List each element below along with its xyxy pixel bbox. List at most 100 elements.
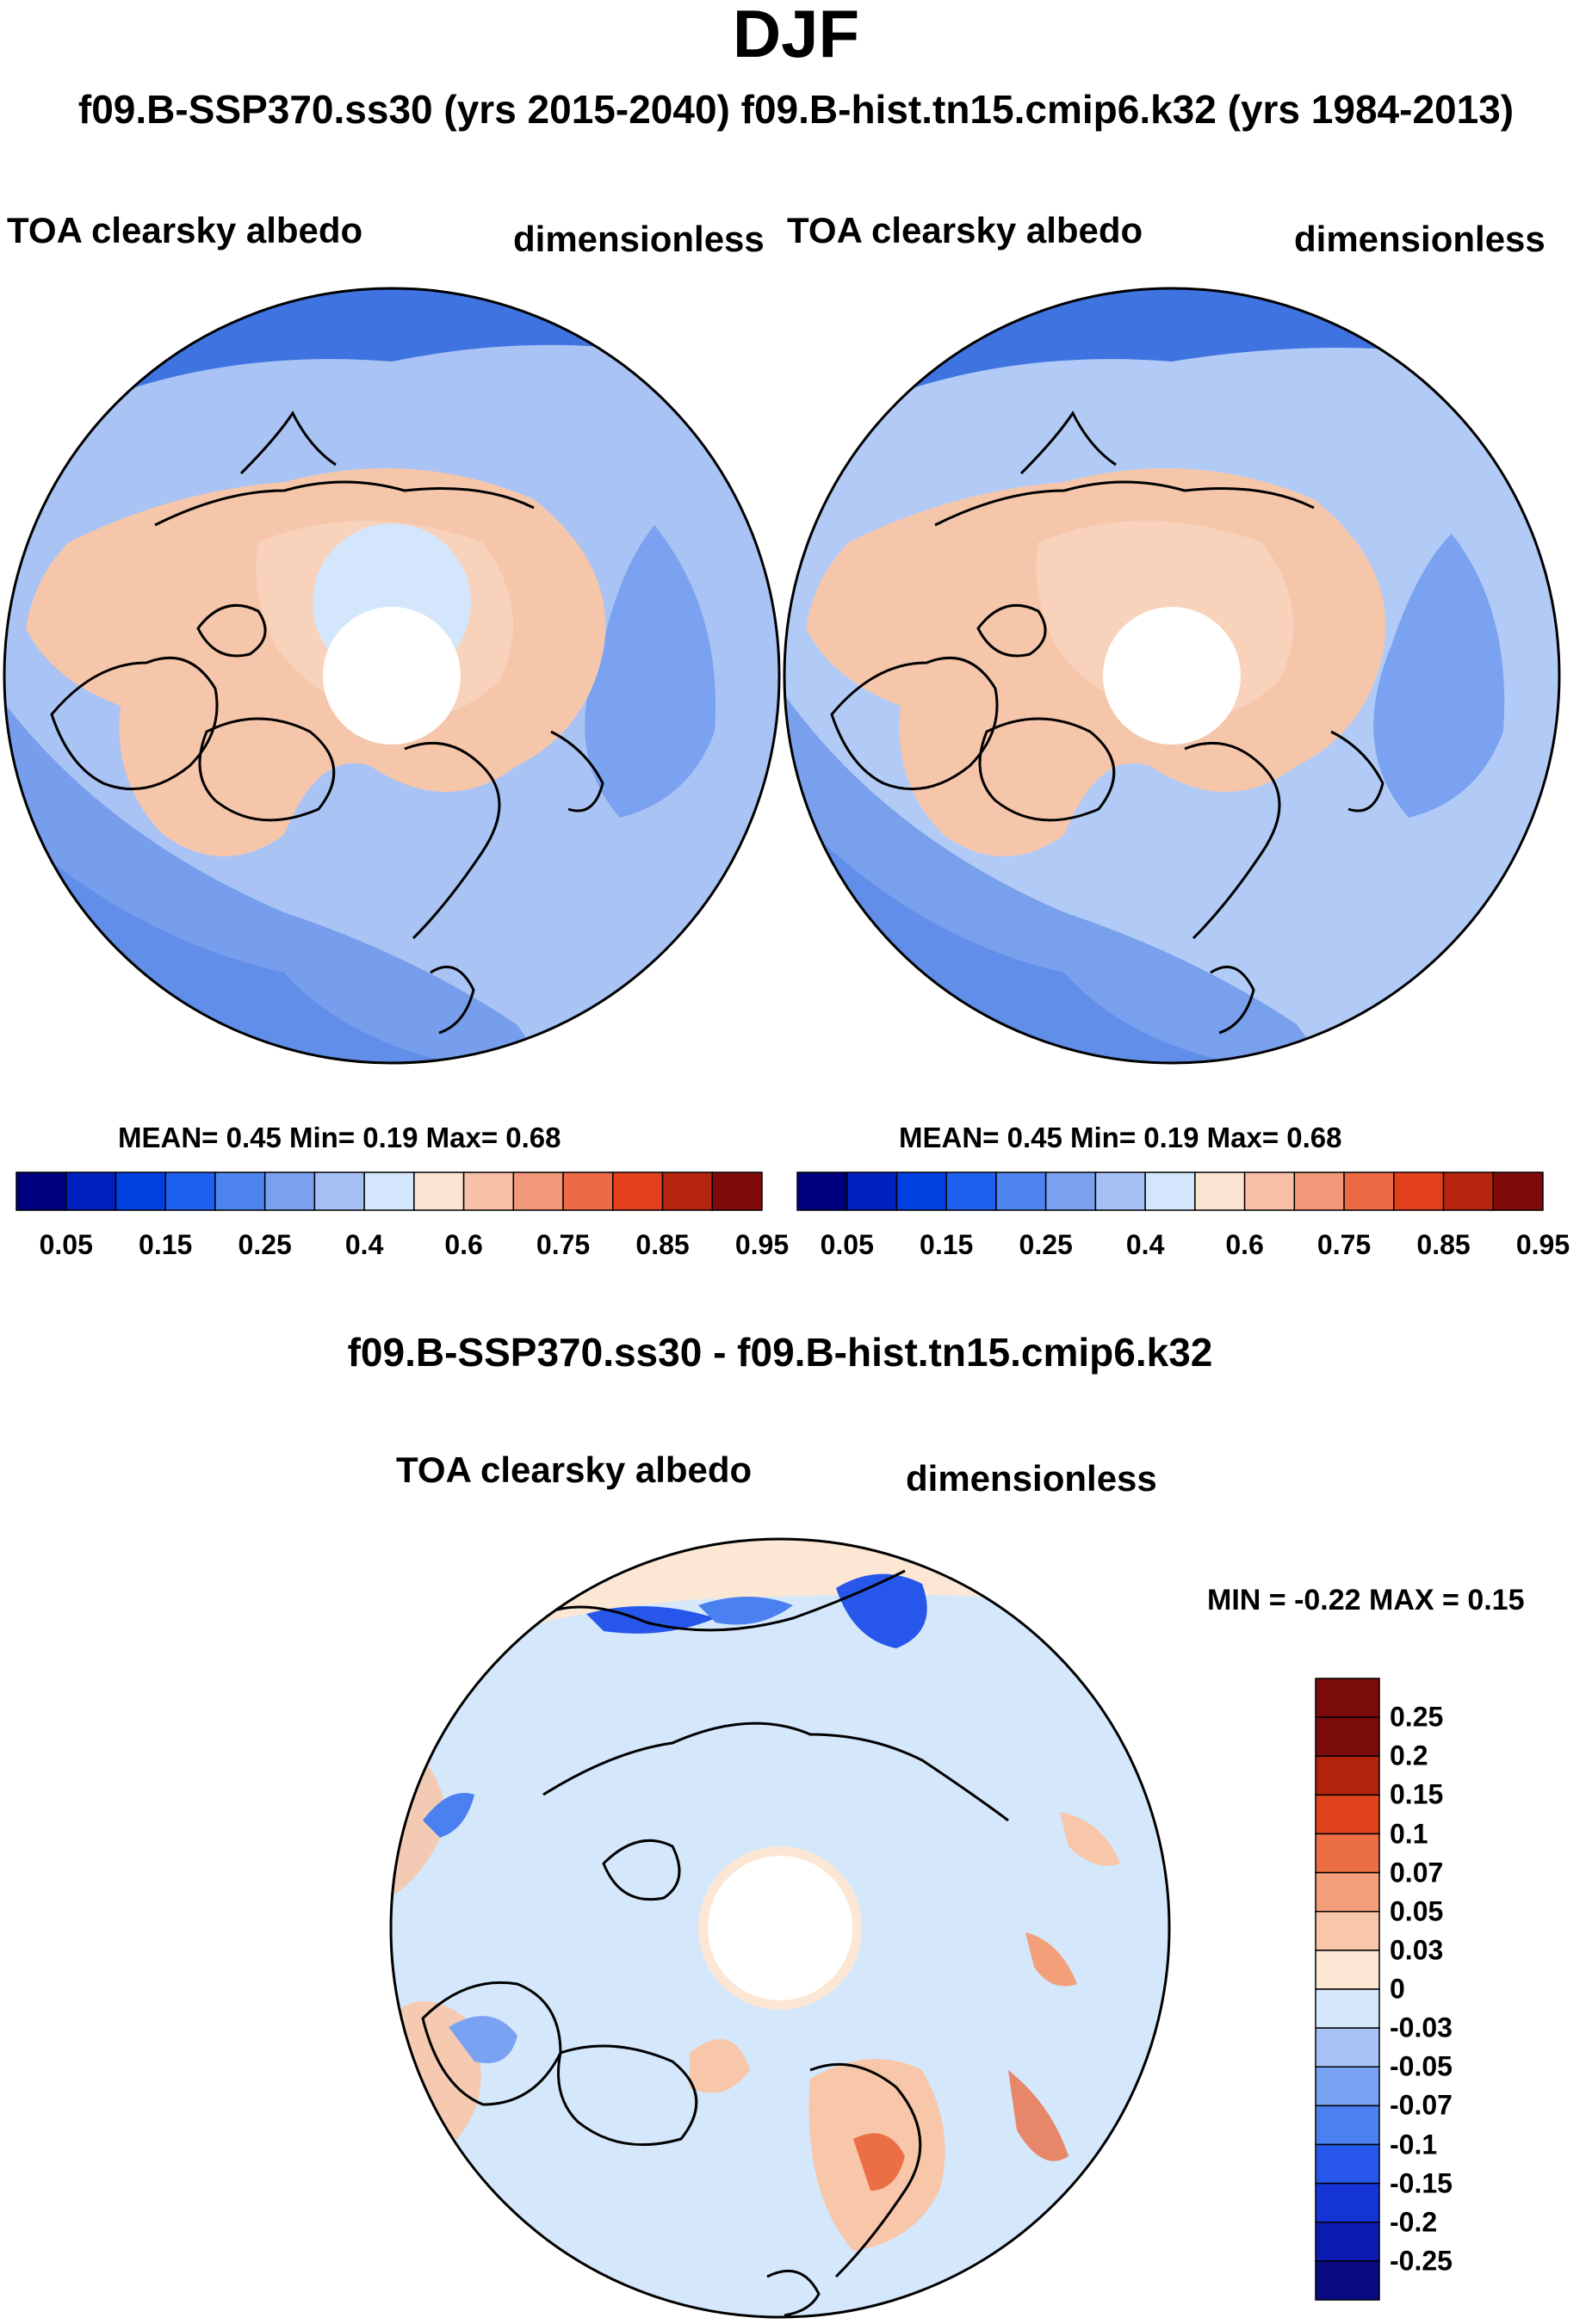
colorbar-tick-label: 0.95 — [734, 1229, 790, 1260]
colorbar-swatch — [1044, 1171, 1097, 1211]
colorbar-tick-label: 0.75 — [536, 1229, 591, 1260]
colorbar-swatch — [562, 1171, 614, 1211]
diff-greenland-negative — [449, 2016, 517, 2063]
diff-colorbar-swatch — [1315, 1833, 1380, 1874]
colorbar-tick-label: 0.25 — [238, 1229, 292, 1260]
colorbar-swatch — [214, 1171, 266, 1211]
panel2-units-label: dimensionless — [1294, 219, 1546, 259]
colorbar-tick-label: 0.95 — [1515, 1229, 1570, 1260]
diff-colorbar-tick-label: 0.07 — [1390, 1857, 1444, 1888]
colorbar-swatch — [15, 1171, 67, 1211]
colorbar-tick-label: 0.85 — [635, 1229, 690, 1260]
panel1-siberia-low — [585, 525, 716, 818]
panel1-coastlines — [50, 411, 604, 1035]
diff-colorbar-tick-label: 0.03 — [1390, 1934, 1444, 1966]
colorbar-tick-label: 0.75 — [1316, 1229, 1372, 1260]
diff-colorbar-swatch — [1315, 2260, 1380, 2301]
diff-colorbar-swatch — [1315, 2222, 1380, 2262]
panel2-colorbar — [796, 1171, 1544, 1211]
diff-colorbar-tick-label: 0.25 — [1390, 1701, 1444, 1733]
diff-colorbar-tick-label: -0.15 — [1390, 2167, 1453, 2199]
diff-map — [389, 1537, 1171, 2319]
colorbar-tick-label: 0.6 — [444, 1229, 483, 1260]
panel2-pole-hole — [1103, 607, 1241, 745]
diff-colorbar-swatch — [1315, 2066, 1380, 2107]
diff-pole-hole — [708, 1856, 852, 2000]
diff-colorbar-tick-label: -0.05 — [1390, 2050, 1453, 2082]
diff-colorbar-swatch — [1315, 2143, 1380, 2185]
colorbar-tick-label: 0.05 — [39, 1229, 93, 1260]
panel1-pole-hole — [323, 607, 461, 745]
colorbar-tick-label: 0.4 — [344, 1229, 384, 1260]
diff-colorbar-tick-label: 0.05 — [1390, 1895, 1444, 1927]
panel2-map-border — [783, 287, 1561, 1065]
panel1-stats: MEAN= 0.45 Min= 0.19 Max= 0.68 — [118, 1122, 561, 1153]
colorbar-swatch — [115, 1171, 166, 1211]
colorbar-swatch — [945, 1171, 997, 1211]
diff-colorbar — [1315, 1678, 1380, 2301]
colorbar-swatch — [846, 1171, 898, 1211]
colorbar-swatch — [1243, 1171, 1296, 1211]
panel1-colorbar — [15, 1171, 763, 1211]
diff-colorbar-swatch — [1315, 2182, 1380, 2223]
colorbar-swatch — [1343, 1171, 1395, 1211]
colorbar-swatch — [995, 1171, 1047, 1211]
colorbar-tick-label: 0.05 — [820, 1229, 874, 1260]
diff-colorbar-tick-label: 0.1 — [1390, 1818, 1428, 1849]
colorbar-tick-label: 0.15 — [920, 1229, 974, 1260]
figure-subtitle: f09.B-SSP370.ss30 (yrs 2015-2040) f09.B-… — [77, 87, 1515, 132]
colorbar-swatch — [1393, 1171, 1445, 1211]
diff-map-border — [389, 1537, 1171, 2319]
panel1-map — [3, 287, 781, 1065]
colorbar-swatch — [661, 1171, 714, 1211]
diff-colorbar-swatch — [1315, 1950, 1380, 1990]
colorbar-swatch — [313, 1171, 365, 1211]
colorbar-swatch — [462, 1171, 515, 1211]
colorbar-swatch — [796, 1171, 848, 1211]
diff-colorbar-swatch — [1315, 2105, 1380, 2146]
panel2-siberia-low — [1373, 534, 1505, 818]
colorbar-swatch — [263, 1171, 316, 1211]
panel2-coastlines — [830, 411, 1384, 1035]
colorbar-swatch — [164, 1171, 216, 1211]
colorbar-swatch — [363, 1171, 415, 1211]
colorbar-swatch — [1492, 1171, 1544, 1211]
colorbar-swatch — [711, 1171, 763, 1211]
colorbar-swatch — [1293, 1171, 1345, 1211]
panel2-variable-label: TOA clearsky albedo — [787, 210, 1143, 250]
colorbar-tick-label: 0.6 — [1225, 1229, 1264, 1260]
diff-colorbar-swatch — [1315, 1755, 1380, 1796]
colorbar-swatch — [1442, 1171, 1495, 1211]
colorbar-tick-label: 0.4 — [1125, 1229, 1165, 1260]
diff-colorbar-swatch — [1315, 1678, 1380, 1718]
panel1-map-border — [3, 287, 781, 1065]
diff-colorbar-swatch — [1315, 1911, 1380, 1951]
diff-colorbar-tick-label: 0.2 — [1390, 1740, 1428, 1771]
colorbar-swatch — [413, 1171, 465, 1211]
diff-minmax: MIN = -0.22 MAX = 0.15 — [1207, 1584, 1525, 1616]
panel2-stats: MEAN= 0.45 Min= 0.19 Max= 0.68 — [899, 1122, 1342, 1153]
panel1-units-label: dimensionless — [513, 219, 765, 259]
diff-colorbar-tick-label: -0.1 — [1390, 2129, 1438, 2160]
figure-title: DJF — [732, 0, 860, 71]
panel2-map — [783, 287, 1561, 1065]
diff-colorbar-tick-label: -0.25 — [1390, 2245, 1453, 2277]
diff-colorbar-swatch — [1315, 2027, 1380, 2067]
diff-colorbar-swatch — [1315, 1794, 1380, 1835]
colorbar-swatch — [1094, 1171, 1146, 1211]
diff-colorbar-tick-label: -0.07 — [1390, 2089, 1453, 2121]
colorbar-swatch — [612, 1171, 664, 1211]
panel1-variable-label: TOA clearsky albedo — [7, 210, 363, 250]
colorbar-swatch — [512, 1171, 564, 1211]
diff-colorbar-tick-label: 0 — [1390, 1973, 1405, 2005]
colorbar-swatch — [1194, 1171, 1246, 1211]
colorbar-swatch — [65, 1171, 117, 1211]
colorbar-tick-label: 0.15 — [139, 1229, 193, 1260]
diff-title: f09.B-SSP370.ss30 - f09.B-hist.tn15.cmip… — [347, 1330, 1213, 1375]
diff-units-label: dimensionless — [906, 1458, 1157, 1499]
diff-colorbar-swatch — [1315, 1871, 1380, 1913]
diff-coastlines — [421, 1569, 1009, 2317]
diff-colorbar-tick-label: 0.15 — [1390, 1778, 1444, 1810]
colorbar-swatch — [1144, 1171, 1196, 1211]
diff-colorbar-tick-label: -0.2 — [1390, 2206, 1438, 2238]
